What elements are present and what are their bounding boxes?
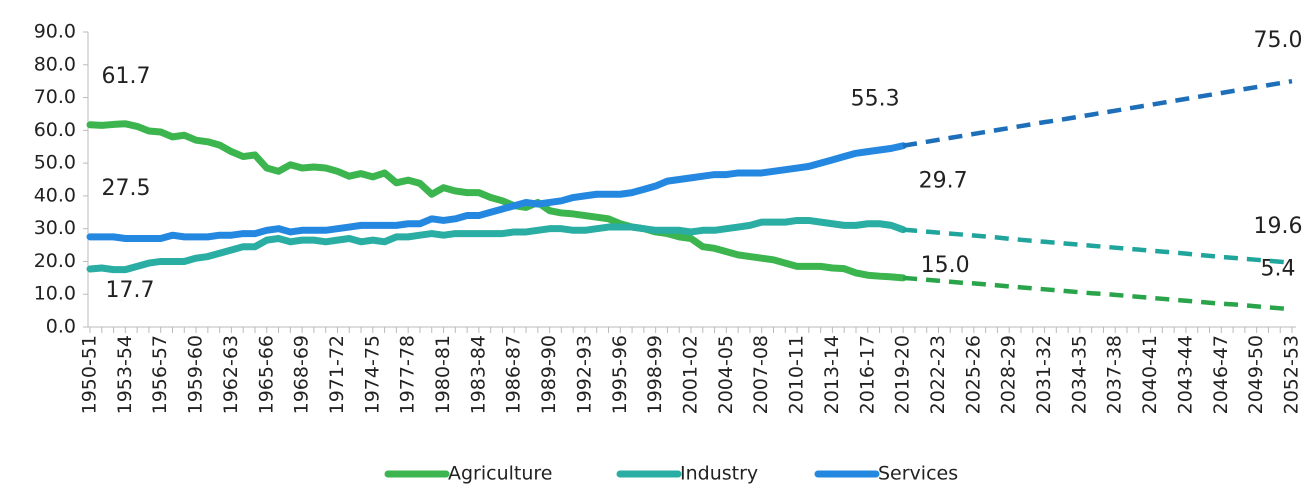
x-tick-label: 1950-51	[79, 335, 101, 414]
x-tick-label: 2013-14	[821, 335, 843, 414]
x-tick-label: 1965-66	[255, 335, 277, 414]
data-label: 55.3	[851, 87, 900, 112]
x-tick-label: 1995-96	[609, 335, 631, 414]
y-tick-label: 0.0	[46, 316, 76, 338]
y-tick-label: 60.0	[34, 119, 76, 141]
x-tick-label: 1980-81	[432, 335, 454, 414]
x-tick-label: 1983-84	[467, 335, 489, 414]
x-tick-label: 2010-11	[786, 335, 808, 414]
x-tick-label: 2052-53	[1281, 335, 1303, 414]
y-tick-label: 30.0	[34, 217, 76, 239]
data-label: 15.0	[921, 253, 970, 278]
x-tick-label: 1956-57	[149, 335, 171, 414]
x-tick-label: 2037-38	[1104, 335, 1126, 414]
x-tick-label: 1974-75	[361, 335, 383, 414]
series-line	[902, 227, 1293, 266]
y-tick-label: 50.0	[34, 152, 76, 174]
x-tick-label: 2046-47	[1210, 335, 1232, 414]
data-label: 75.0	[1254, 28, 1303, 53]
series-line	[86, 120, 907, 282]
x-tick-label: 2040-41	[1139, 335, 1161, 414]
series-line	[902, 275, 1293, 312]
data-label: 29.7	[919, 169, 968, 194]
x-tick-label: 2019-20	[892, 335, 914, 414]
data-label: 61.7	[102, 64, 151, 89]
x-tick-label: 2016-17	[856, 335, 878, 414]
series-line	[902, 78, 1293, 148]
y-tick-label: 70.0	[34, 86, 76, 108]
x-tick-label: 2004-05	[715, 335, 737, 414]
series-line	[86, 216, 907, 274]
x-tick-label: 1998-99	[644, 335, 666, 414]
x-tick-label: 1986-87	[503, 335, 525, 414]
x-tick-label: 1992-93	[573, 335, 595, 414]
series-line	[86, 142, 907, 242]
x-tick-label: 2028-29	[998, 335, 1020, 414]
x-tick-label: 2034-35	[1068, 335, 1090, 414]
x-tick-label: 2031-32	[1033, 335, 1055, 414]
data-label: 17.7	[106, 278, 155, 303]
x-tick-label: 2001-02	[680, 335, 702, 414]
legend-label: Industry	[680, 463, 758, 485]
legend-label: Services	[878, 463, 958, 485]
x-tick-label: 1989-90	[538, 335, 560, 414]
x-tick-label: 1977-78	[397, 335, 419, 414]
y-tick-label: 80.0	[34, 53, 76, 75]
x-tick-label: 2022-23	[927, 335, 949, 414]
y-tick-label: 20.0	[34, 250, 76, 272]
y-tick-label: 10.0	[34, 283, 76, 305]
x-tick-label: 1962-63	[220, 335, 242, 414]
x-tick-label: 1959-60	[185, 335, 207, 414]
x-tick-label: 1971-72	[326, 335, 348, 414]
y-tick-label: 90.0	[34, 21, 76, 43]
x-tick-label: 2007-08	[750, 335, 772, 414]
y-tick-label: 40.0	[34, 184, 76, 206]
legend-label: Agriculture	[448, 463, 553, 485]
data-label: 27.5	[102, 176, 151, 201]
x-tick-label: 2043-44	[1174, 335, 1196, 414]
x-tick-label: 2049-50	[1245, 335, 1267, 414]
data-label: 19.6	[1254, 214, 1303, 239]
x-tick-label: 1968-69	[291, 335, 313, 414]
x-tick-label: 1953-54	[114, 335, 136, 414]
x-tick-label: 2025-26	[962, 335, 984, 414]
